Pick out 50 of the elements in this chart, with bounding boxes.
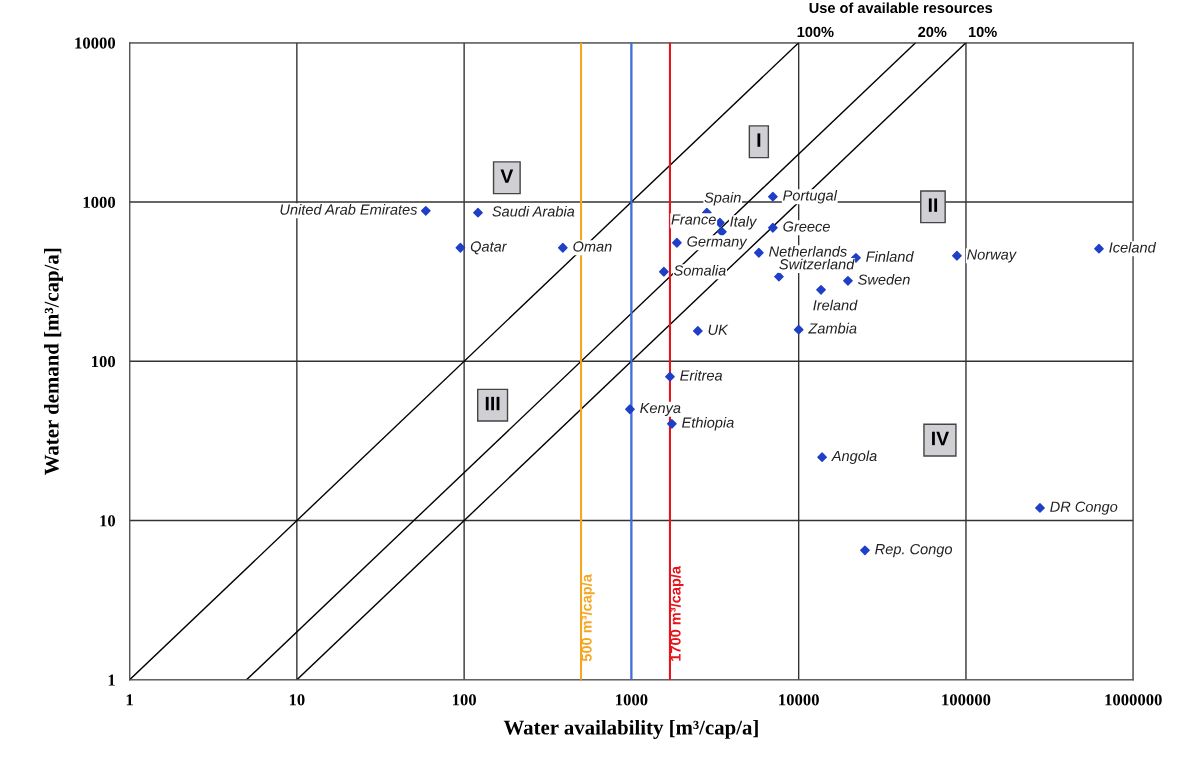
data-label: Portugal <box>783 189 838 204</box>
text: Use of available resources <box>809 2 993 14</box>
x-tick-label: 1 <box>126 694 133 706</box>
x-tick-label: 1000000 <box>1105 694 1162 706</box>
data-label: Norway <box>967 249 1017 263</box>
annotation: V <box>500 169 514 183</box>
data-label: Iceland <box>1109 241 1157 253</box>
data-label: United Arab Emirates <box>280 204 418 215</box>
data-label: Saudi Arabia <box>492 205 575 217</box>
x-axis-title: Water availability [m³/cap/a] <box>503 719 758 739</box>
y-tick-label: 100 <box>92 355 116 368</box>
data-label: Italy <box>730 215 758 230</box>
data-label: France <box>671 214 716 225</box>
data-label: Qatar <box>470 241 508 255</box>
y-axis-title: Water demand [m³/cap/a] <box>44 248 63 476</box>
annotation: I <box>757 133 761 147</box>
data-label: Netherlands <box>769 245 847 257</box>
y-tick-label: 10 <box>100 515 116 527</box>
y-tick-label: 10000 <box>75 37 116 49</box>
y-tick-label: 1 <box>108 674 115 686</box>
data-label: Finland <box>866 251 914 262</box>
x-tick-label: 10000 <box>779 694 819 706</box>
data-label: Eritrea <box>680 369 723 381</box>
series-label: 20% <box>918 26 947 38</box>
y-tick-label: 1000 <box>83 196 116 208</box>
data-label: Somalia <box>673 264 726 276</box>
annotation: IV <box>932 431 949 446</box>
x-tick-label: 1000 <box>616 694 648 706</box>
x-tick-label: 100000 <box>942 694 991 706</box>
x-tick-label: 100 <box>452 694 476 706</box>
data-label: Sweden <box>858 274 910 285</box>
data-label: Angola <box>831 450 877 464</box>
data-label: UK <box>708 324 729 335</box>
data-label: DR Congo <box>1050 501 1118 515</box>
data-label: Oman <box>573 241 612 252</box>
x-tick-label: 10 <box>289 694 305 706</box>
data-label: Spain <box>704 191 741 206</box>
data-label: Ireland <box>813 299 858 311</box>
data-label: Kenya <box>640 402 681 417</box>
data-label: Ethiopia <box>682 417 734 431</box>
annotation: III <box>485 396 500 411</box>
data-label: Switzerland <box>779 258 855 270</box>
data-label: Zambia <box>808 322 857 334</box>
annotation: II <box>928 198 938 212</box>
series-label: 10% <box>968 26 997 38</box>
data-label: Greece <box>783 221 830 232</box>
data-label: Rep. Congo <box>875 543 953 558</box>
ref-line-label: 500 m³/cap/a <box>581 574 595 662</box>
series-label: 100% <box>797 26 834 38</box>
data-label: Germany <box>687 236 748 250</box>
